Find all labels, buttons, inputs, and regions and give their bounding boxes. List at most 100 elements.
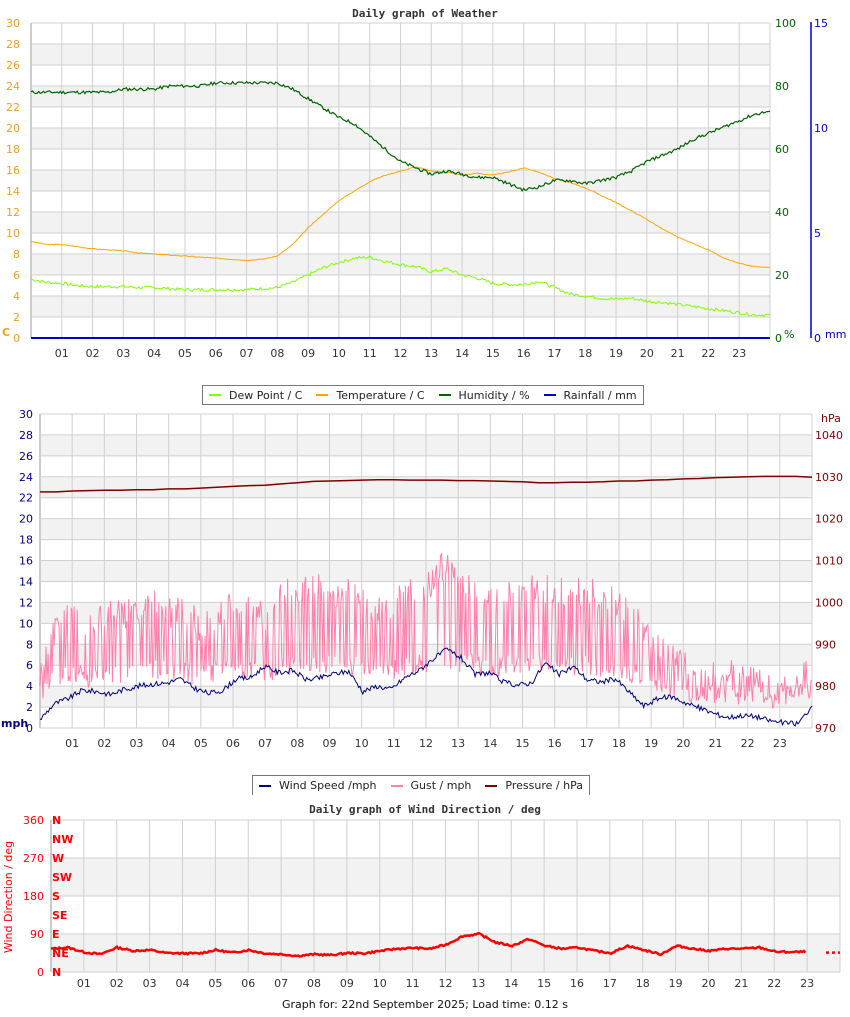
wind-axis-tick: 6	[26, 659, 33, 672]
pressure-axis-tick: 1040	[815, 429, 843, 442]
x-tick-label: 07	[240, 347, 254, 360]
temp-axis-tick: 2	[13, 311, 20, 324]
x-tick-label: 17	[547, 347, 561, 360]
rain-axis-tick: 15	[814, 17, 828, 30]
wind-axis-tick: 28	[19, 429, 33, 442]
x-tick-label: 08	[290, 737, 304, 750]
gust-line	[39, 553, 812, 709]
wind-chart-axes: 01 02 03 04 05 06 07 08 09 10 11 12 13 14 15 16 17 18 19 20…	[1, 408, 843, 750]
x-tick-label: 01	[77, 977, 91, 990]
x-tick-label: 18	[612, 737, 626, 750]
legend-wind-speed: Wind Speed /mph	[259, 779, 377, 792]
x-tick-label: 10	[355, 737, 369, 750]
x-tick-label: 05	[208, 977, 222, 990]
wind-direction-chart-title: Daily graph of Wind Direction / deg	[309, 803, 541, 816]
temp-axis-tick: 4	[13, 290, 20, 303]
x-tick-label: 22	[701, 347, 715, 360]
compass-label: N	[52, 966, 61, 979]
temp-axis-tick: 20	[6, 122, 20, 135]
compass-label: N	[52, 814, 61, 827]
rain-axis-tick: 10	[814, 122, 828, 135]
x-tick-label: 20	[676, 737, 690, 750]
x-tick-label: 16	[570, 977, 584, 990]
wind-speed-swatch	[259, 784, 271, 787]
temp-axis-unit: C	[2, 326, 10, 339]
compass-label: E	[52, 928, 60, 941]
x-tick-label: 17	[580, 737, 594, 750]
legend-temperature: Temperature / C	[316, 389, 425, 402]
x-tick-label: 21	[734, 977, 748, 990]
weather-chart-title: Daily graph of Weather	[352, 7, 498, 20]
x-tick-label: 11	[363, 347, 377, 360]
x-tick-label: 19	[669, 977, 683, 990]
legend-pressure: Pressure / hPa	[485, 779, 583, 792]
wind-direction-chart: Daily graph of Wind Direction / deg 01 0 2…	[2, 803, 841, 990]
wind-legend: Wind Speed /mph Gust / mph Pressure / hP…	[252, 775, 590, 795]
pressure-axis-tick: 990	[815, 638, 836, 651]
direction-axis-label: Wind Direction / deg	[2, 841, 15, 953]
x-tick-label: 06	[241, 977, 255, 990]
temp-axis-tick: 24	[6, 80, 20, 93]
x-tick-label: 01	[55, 347, 69, 360]
x-tick-label: 23	[800, 977, 814, 990]
temp-axis-tick: 26	[6, 59, 20, 72]
x-tick-label: 13	[424, 347, 438, 360]
compass-label: SW	[52, 871, 72, 884]
wind-chart-grid	[39, 413, 813, 729]
x-tick-label: 06	[209, 347, 223, 360]
pressure-axis-tick: 1020	[815, 513, 843, 526]
direction-axis-tick: 270	[23, 852, 44, 865]
x-tick-label: 02	[97, 737, 111, 750]
direction-axis-tick: 90	[30, 928, 44, 941]
wind-chart-series	[39, 475, 813, 727]
x-tick-label: 21	[709, 737, 723, 750]
rainfall-swatch	[543, 394, 556, 396]
temp-axis-tick: 0	[13, 332, 20, 345]
x-tick-label: 14	[455, 347, 469, 360]
humidity-axis-tick: 60	[775, 143, 789, 156]
direction-axis-tick: 0	[37, 966, 44, 979]
temp-axis-tick: 16	[6, 164, 20, 177]
wind-direction-axes: 01 02 03 04 05 06 07 08 09 10 11 12 13 14 15 16 17 18 19 20…	[2, 814, 814, 990]
compass-label: NW	[52, 833, 73, 846]
x-tick-label: 15	[537, 977, 551, 990]
wind-axis-tick: 0	[26, 722, 33, 735]
wind-axis-tick: 16	[19, 555, 33, 568]
x-tick-label: 08	[307, 977, 321, 990]
humidity-axis-tick: 20	[775, 269, 789, 282]
x-tick-label: 23	[732, 347, 746, 360]
x-tick-label: 13	[471, 977, 485, 990]
pressure-axis-tick: 1030	[815, 471, 843, 484]
temp-axis-tick: 18	[6, 143, 20, 156]
gust-swatch	[390, 784, 403, 787]
x-tick-label: 12	[439, 977, 453, 990]
x-tick-label: 10	[332, 347, 346, 360]
x-tick-label: 23	[773, 737, 787, 750]
rain-axis-tick: 0	[814, 332, 821, 345]
x-tick-label: 19	[609, 347, 623, 360]
compass-label: W	[52, 852, 64, 865]
x-tick-label: 21	[671, 347, 685, 360]
wind-axis-tick: 18	[19, 534, 33, 547]
pressure-axis-tick: 1000	[815, 596, 843, 609]
humidity-axis-tick: 100	[775, 17, 796, 30]
x-tick-label: 12	[419, 737, 433, 750]
wind-axis-tick: 8	[26, 638, 33, 651]
x-tick-label: 22	[767, 977, 781, 990]
x-tick-label: 09	[301, 347, 315, 360]
wind-axis-tick: 2	[26, 701, 33, 714]
x-tick-label: 22	[741, 737, 755, 750]
wind-axis-tick: 24	[19, 471, 33, 484]
footer-status: Graph for: 22nd September 2025; Load tim…	[282, 998, 568, 1011]
wind-chart: 01 02 03 04 05 06 07 08 09 10 11 12 13 14 15 16 17 18 19 20…	[1, 408, 843, 750]
x-tick-label: 13	[451, 737, 465, 750]
wind-axis-tick: 4	[26, 680, 33, 693]
dew-point-line	[30, 255, 771, 318]
x-tick-label: 19	[644, 737, 658, 750]
temp-axis-tick: 12	[6, 206, 20, 219]
temp-axis-tick: 22	[6, 101, 20, 114]
x-tick-label: 03	[116, 347, 130, 360]
x-tick-label: 15	[486, 347, 500, 360]
x-tick-label: 08	[270, 347, 284, 360]
compass-label: SE	[52, 909, 67, 922]
